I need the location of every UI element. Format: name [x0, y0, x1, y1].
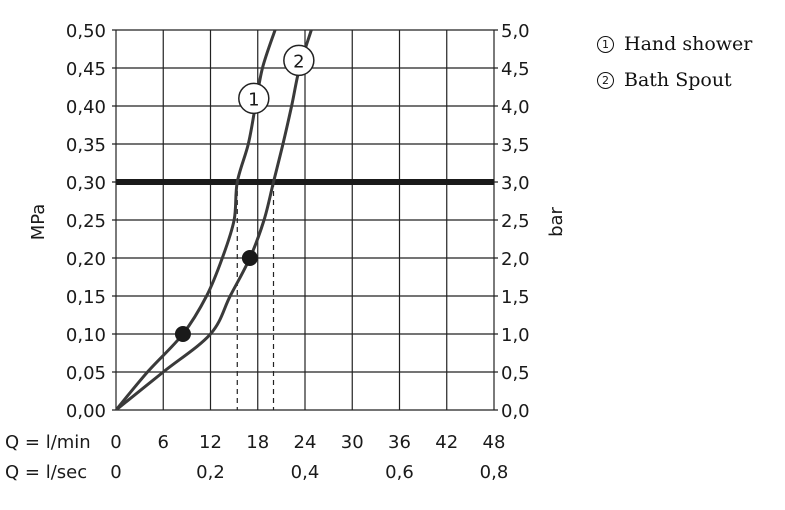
legend-marker-1: 1 — [597, 35, 614, 53]
chart-labels: 0,000,050,100,150,200,250,300,350,400,45… — [5, 21, 567, 483]
chart-curves: 12 — [116, 30, 494, 410]
operating-point-series-2 — [241, 250, 258, 266]
right-tick-7: 3,5 — [501, 135, 530, 156]
right-tick-8: 4,0 — [501, 97, 530, 118]
left-tick-0: 0,00 — [66, 401, 106, 422]
x-tick-lmin-30: 30 — [341, 432, 364, 453]
x-tick-lmin-48: 48 — [483, 432, 506, 453]
x-axis-lsec-prefix: Q = l/sec — [5, 462, 87, 483]
right-tick-4: 2,0 — [501, 249, 530, 270]
x-tick-lmin-24: 24 — [294, 432, 317, 453]
legend-marker-2: 2 — [597, 71, 614, 89]
operating-point-series-1 — [174, 326, 191, 342]
x-tick-lmin-12: 12 — [199, 432, 222, 453]
right-tick-1: 0,5 — [501, 363, 530, 384]
right-tick-6: 3,0 — [501, 173, 530, 194]
x-tick-lmin-42: 42 — [435, 432, 458, 453]
right-tick-0: 0,0 — [501, 401, 530, 422]
curve-marker-label-1: 1 — [248, 89, 259, 110]
x-tick-lmin-36: 36 — [388, 432, 411, 453]
curve-marker-circle-2 — [283, 44, 315, 77]
right-tick-10: 5,0 — [501, 21, 530, 42]
left-tick-4: 0,20 — [66, 249, 106, 270]
left-tick-1: 0,05 — [66, 363, 106, 384]
chart-legend: 1 Hand shower 2 Bath Spout — [597, 26, 752, 98]
x-tick-lmin-0: 0 — [110, 432, 121, 453]
x-axis-lmin-prefix: Q = l/min — [5, 432, 91, 453]
left-tick-5: 0,25 — [66, 211, 106, 232]
left-tick-2: 0,10 — [66, 325, 106, 346]
x-tick-lmin-6: 6 — [158, 432, 169, 453]
curve-series-2 — [116, 30, 313, 410]
x-tick-lsec-2: 0,4 — [291, 462, 320, 483]
right-tick-5: 2,5 — [501, 211, 530, 232]
curve-marker-circle-1 — [238, 82, 270, 115]
x-tick-lsec-0: 0 — [110, 462, 121, 483]
left-axis-title: MPa — [28, 204, 49, 241]
right-tick-2: 1,0 — [501, 325, 530, 346]
legend-label-bath-spout: Bath Spout — [624, 69, 732, 91]
right-tick-3: 1,5 — [501, 287, 530, 308]
left-tick-3: 0,15 — [66, 287, 106, 308]
chart-grid — [112, 29, 498, 411]
legend-item-hand-shower: 1 Hand shower — [597, 26, 752, 62]
left-tick-10: 0,50 — [66, 21, 106, 42]
right-tick-9: 4,5 — [501, 59, 530, 80]
legend-label-hand-shower: Hand shower — [624, 33, 753, 55]
x-tick-lsec-4: 0,8 — [480, 462, 509, 483]
x-tick-lsec-1: 0,2 — [196, 462, 225, 483]
x-tick-lsec-3: 0,6 — [385, 462, 414, 483]
x-tick-lmin-18: 18 — [246, 432, 269, 453]
left-tick-8: 0,40 — [66, 97, 106, 118]
right-axis-title: bar — [546, 206, 567, 236]
left-tick-9: 0,45 — [66, 59, 106, 80]
legend-item-bath-spout: 2 Bath Spout — [597, 62, 752, 98]
left-tick-6: 0,30 — [66, 173, 106, 194]
left-tick-7: 0,35 — [66, 135, 106, 156]
curve-marker-label-2: 2 — [293, 51, 304, 72]
